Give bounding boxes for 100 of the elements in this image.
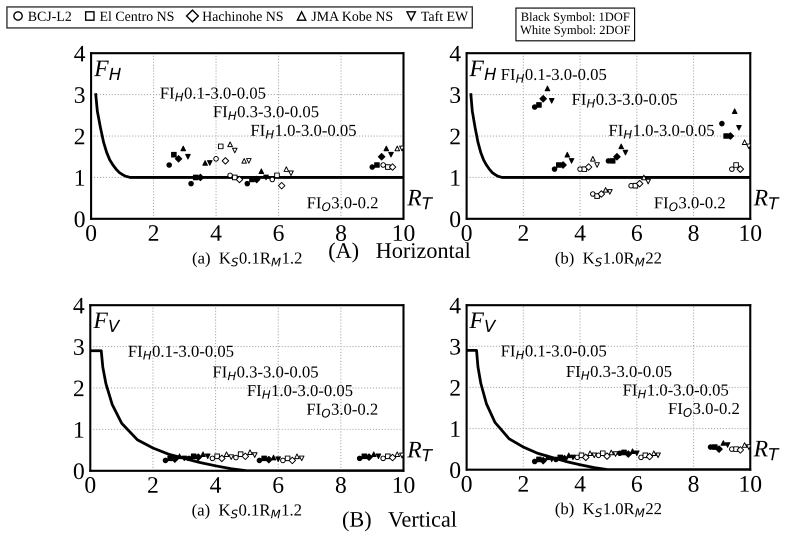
x-axis-title: R$_{T}$ [407, 442, 434, 462]
point [207, 160, 213, 166]
y-axis-title: F$_{H}$ [469, 60, 496, 80]
legend-label: BCJ-L2 [28, 12, 71, 21]
y-tick-label: 4 [450, 298, 461, 314]
point [228, 454, 234, 460]
point [598, 190, 606, 198]
y-tick-label: 0 [450, 211, 460, 228]
text: (b) K$_{S}$1.0R$_{M}$22 [556, 252, 662, 268]
point [394, 451, 400, 458]
y-tick-label: 3 [450, 87, 460, 104]
point [236, 176, 244, 184]
point [746, 144, 750, 150]
point [568, 158, 574, 164]
y-axis-title: F$_{V}$ [93, 312, 120, 332]
point [280, 458, 286, 464]
x-tick-label: 0 [462, 225, 472, 241]
y-tick-label: 1 [451, 170, 460, 186]
point [636, 180, 644, 188]
y-tick-label: 0 [74, 463, 84, 480]
point [608, 450, 614, 456]
point [724, 442, 730, 448]
point [294, 454, 300, 460]
point [200, 451, 206, 458]
point [613, 152, 621, 160]
point [188, 180, 194, 186]
point [610, 158, 616, 164]
point [720, 440, 726, 446]
annotation: FI$_{O}$3.0-0.2 [306, 404, 378, 418]
point [590, 191, 596, 197]
x-axis-title: R$_{T}$ [754, 440, 780, 460]
y-tick-label: 1 [451, 421, 460, 437]
annotation: FI$_{O}$3.0-0.2 [307, 197, 378, 212]
point [602, 187, 608, 193]
point [242, 452, 250, 460]
point [384, 146, 390, 152]
text: (A) Horizontal [329, 242, 470, 263]
x-tick-label: 6 [632, 225, 642, 241]
point [288, 170, 294, 176]
legend-label: JMA Kobe NS [312, 11, 392, 21]
point [552, 166, 558, 172]
point [171, 152, 177, 158]
point [356, 456, 362, 462]
point [263, 174, 269, 180]
point [742, 442, 748, 448]
point [736, 124, 742, 131]
x-axis-title: R$_{T}$ [407, 190, 434, 210]
point [582, 454, 590, 462]
point [265, 456, 273, 464]
point [646, 452, 654, 460]
point [736, 446, 744, 454]
point [746, 444, 750, 450]
point [232, 148, 238, 154]
x-tick-label: 0 [85, 477, 96, 493]
annotation: FI$_{H}$0.3-3.0-0.05 [212, 366, 318, 380]
text: (b) K$_{S}$1.0R$_{M}$22 [556, 502, 662, 518]
point [162, 458, 168, 464]
x-tick-label: 10 [394, 225, 414, 241]
annotation: FI$_{H}$0.1-3.0-0.05 [128, 346, 234, 360]
y-tick-label: 2 [450, 128, 460, 144]
point [732, 108, 738, 114]
point [275, 456, 281, 462]
point [204, 454, 211, 460]
y-tick-label: 0 [74, 211, 85, 228]
x-tick-label: 4 [210, 225, 222, 241]
annotation: FI$_{H}$0.3-3.0-0.05 [572, 94, 678, 108]
x-tick-label: 0 [86, 225, 96, 241]
point [233, 454, 239, 460]
x-tick-label: 8 [336, 225, 346, 241]
legend-label: El Centro NS [100, 11, 174, 21]
y-tick-label: 3 [74, 339, 84, 355]
point [622, 150, 628, 156]
point [176, 454, 182, 460]
y-axis-title: F$_{H}$ [94, 60, 121, 80]
point [584, 163, 592, 171]
point [388, 163, 396, 171]
annotation: FI$_{H}$0.1-3.0-0.05 [501, 68, 606, 83]
point [256, 458, 262, 464]
point [388, 152, 394, 158]
point [544, 86, 550, 92]
y-tick-label: 3 [74, 87, 85, 104]
point [618, 144, 624, 150]
point [218, 454, 226, 462]
annotation: FI$_{H}$1.0-3.0-0.05 [608, 124, 714, 139]
annotation: FI$_{H}$0.1-3.0-0.05 [501, 345, 606, 360]
text: Black Symbol: 1DOF White Symbol: 2DOF [520, 12, 630, 37]
point [376, 454, 382, 460]
point [380, 162, 386, 168]
point [202, 160, 208, 166]
y-tick-label: 1 [76, 170, 84, 186]
x-tick-label: 4 [210, 477, 222, 493]
point [394, 146, 400, 152]
point [181, 456, 188, 462]
x-tick-label: 10 [740, 225, 762, 241]
point [645, 178, 651, 184]
point [564, 152, 570, 158]
point [719, 120, 725, 126]
point [624, 450, 632, 458]
point [370, 451, 377, 458]
annotation: FI$_{H}$1.0-3.0-0.05 [623, 384, 728, 398]
